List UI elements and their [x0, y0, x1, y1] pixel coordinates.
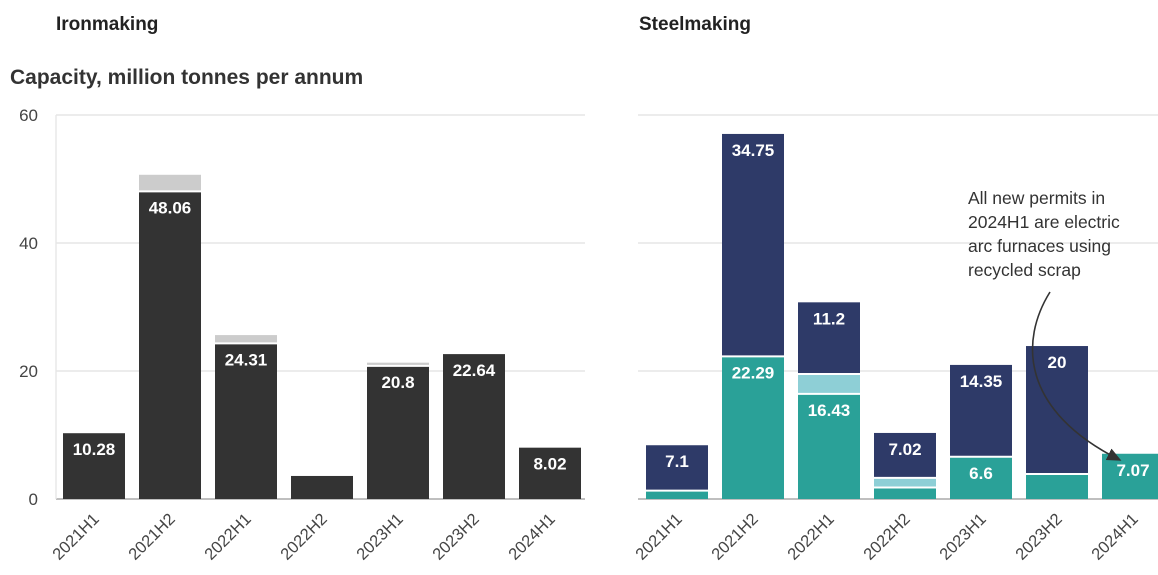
steel-bar-segment	[1026, 474, 1088, 499]
iron-bar-segment	[367, 365, 429, 499]
steel-bar-segment	[950, 456, 1012, 499]
steel-data-label: 34.75	[732, 141, 775, 160]
steel-bar-segment	[874, 487, 936, 499]
x-tick-label: 2023H1	[936, 510, 990, 564]
steel-data-label: 16.43	[808, 401, 851, 420]
ironmaking-panel-title: Ironmaking	[56, 14, 159, 35]
x-tick-label: 2022H1	[784, 510, 838, 564]
chart-subtitle: Capacity, million tonnes per annum	[10, 66, 364, 89]
steelmaking-panel-title: Steelmaking	[639, 14, 751, 35]
annotation-text: All new permits in 2024H1 are electric a…	[968, 186, 1158, 282]
steel-data-label: 11.2	[813, 309, 845, 328]
iron-bar-segment	[63, 433, 125, 499]
steel-bar-segment	[798, 393, 860, 499]
steel-data-label: 20	[1048, 353, 1067, 372]
steel-bar-segment	[950, 364, 1012, 457]
x-tick-label: 2021H2	[708, 510, 762, 564]
annotation-line: All new permits in	[968, 188, 1106, 208]
x-tick-label: 2022H2	[860, 510, 914, 564]
steel-data-label: 14.35	[960, 372, 1003, 391]
y-tick-label: 0	[29, 490, 38, 509]
iron-bar-segment	[519, 447, 581, 499]
steel-data-label: 7.02	[888, 440, 921, 459]
steel-bar-segment	[646, 445, 708, 491]
ironmaking-chart: 0 20 40 60 10.28 2021H1 48.06 2021H2 24.31 2022H1…	[19, 106, 585, 564]
annotation-line: recycled scrap	[968, 260, 1081, 280]
iron-data-label: 24.31	[225, 350, 268, 369]
y-tick-label: 60	[19, 106, 38, 125]
steel-bar-segment	[874, 477, 936, 488]
iron-data-label: 10.28	[73, 440, 116, 459]
iron-data-label: 22.64	[453, 361, 496, 380]
steel-bar-segment	[798, 302, 860, 375]
iron-data-label: 20.8	[381, 373, 414, 392]
steelmaking-chart: 7.1 2021H1 22.29 34.75 2021H2 16.43 11.2 2022H1…	[632, 114, 1158, 564]
x-tick-label: 2021H1	[632, 510, 686, 564]
x-tick-label: 2021H2	[125, 510, 179, 564]
steel-data-label: 7.07	[1116, 461, 1149, 480]
x-tick-label: 2023H2	[429, 510, 483, 564]
steel-data-label: 7.1	[665, 452, 689, 471]
iron-bar-segment	[291, 475, 353, 499]
steel-bar-segment	[874, 432, 936, 478]
x-tick-label: 2024H1	[505, 510, 559, 564]
annotation-line: arc furnaces using	[968, 236, 1111, 256]
steel-bar-segment	[798, 374, 860, 394]
x-tick-label: 2023H1	[353, 510, 407, 564]
iron-bar-segment	[139, 174, 201, 192]
annotation-arrow	[1031, 291, 1122, 461]
y-tick-label: 20	[19, 362, 38, 381]
x-tick-label: 2021H1	[49, 510, 103, 564]
steel-bar-segment	[646, 490, 708, 499]
x-tick-label: 2024H1	[1088, 510, 1142, 564]
x-tick-label: 2022H1	[201, 510, 255, 564]
steel-bar-segment	[722, 356, 784, 499]
iron-bar-segment	[443, 354, 505, 499]
steel-data-label: 22.29	[732, 363, 775, 382]
steel-bar-segment	[722, 133, 784, 357]
steel-data-label: 6.6	[969, 464, 993, 483]
iron-data-label: 8.02	[533, 455, 566, 474]
x-tick-label: 2023H2	[1012, 510, 1066, 564]
y-tick-label: 40	[19, 234, 38, 253]
iron-bar-segment	[139, 191, 201, 499]
iron-bar-segment	[215, 335, 277, 344]
steel-bar-segment	[1026, 346, 1088, 475]
iron-data-label: 48.06	[149, 198, 192, 217]
steel-bar-segment	[1102, 453, 1158, 499]
iron-bar-segment	[215, 343, 277, 499]
x-tick-label: 2022H2	[277, 510, 331, 564]
iron-bar-segment	[367, 362, 429, 366]
annotation-line: 2024H1 are electric	[968, 212, 1120, 232]
